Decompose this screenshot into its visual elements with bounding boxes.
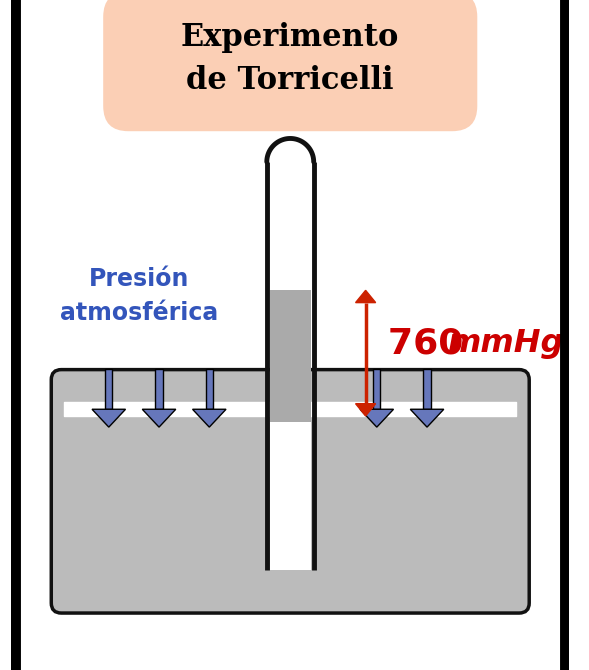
Polygon shape (193, 409, 226, 427)
Bar (206, 369, 213, 409)
Text: Presión
atmosférica: Presión atmosférica (60, 267, 219, 325)
Polygon shape (143, 409, 176, 427)
Bar (155, 369, 163, 409)
Text: Experimento
de Torricelli: Experimento de Torricelli (181, 21, 399, 96)
Polygon shape (92, 409, 125, 427)
Polygon shape (411, 409, 444, 427)
Bar (373, 369, 380, 409)
Bar (105, 369, 112, 409)
Polygon shape (356, 403, 376, 416)
FancyBboxPatch shape (103, 0, 477, 131)
Bar (270, 162, 311, 570)
Text: 760: 760 (388, 326, 476, 360)
Polygon shape (360, 409, 393, 427)
Bar (270, 290, 311, 421)
Polygon shape (356, 290, 376, 303)
Text: mmHg: mmHg (446, 328, 563, 359)
FancyBboxPatch shape (51, 370, 529, 613)
Bar (423, 369, 431, 409)
